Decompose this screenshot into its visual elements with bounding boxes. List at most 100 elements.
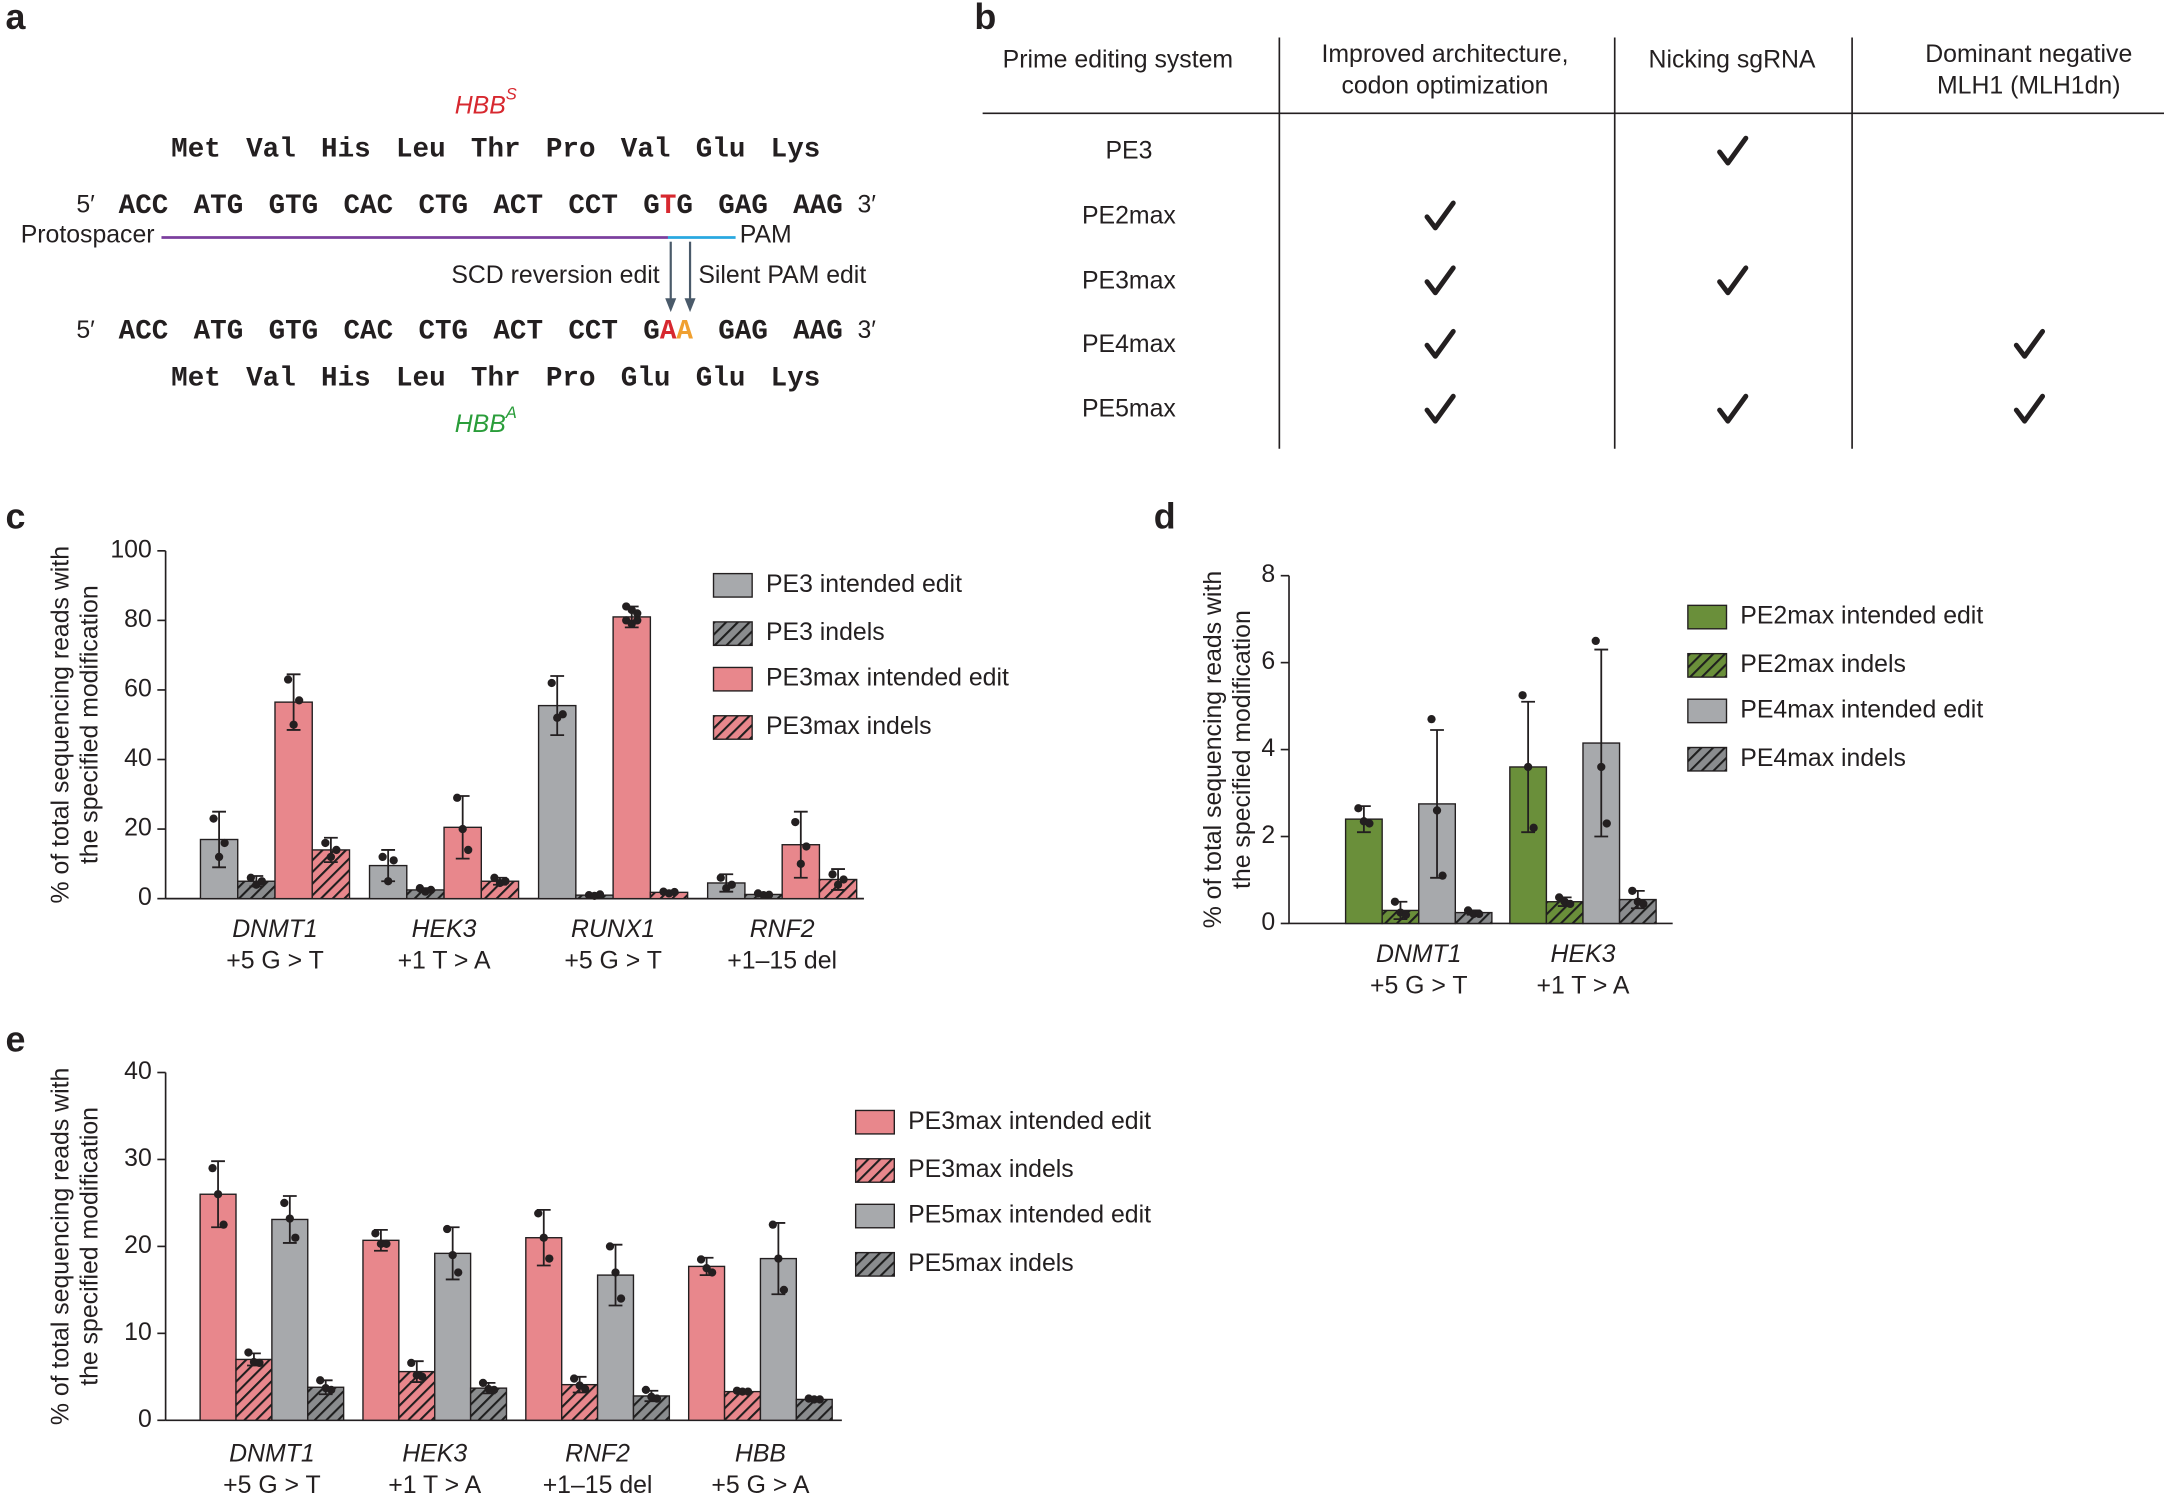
replicate-point	[220, 838, 229, 848]
replicate-point	[633, 616, 642, 625]
replicate-point	[547, 678, 556, 688]
residue: Val	[246, 135, 296, 166]
legend-label: PE3max intended edit	[766, 665, 1009, 692]
replicate-point	[764, 890, 774, 899]
y-axis-label: % of total sequencing reads with	[48, 546, 75, 903]
x-tick-label: HBB	[735, 1440, 786, 1467]
replicate-point	[802, 842, 811, 851]
y-tick-label: 2	[1261, 822, 1275, 849]
residue: Lys	[771, 135, 821, 166]
table-header: Improved architecture,	[1321, 41, 1568, 68]
replicate-point	[641, 1385, 651, 1395]
replicate-point	[294, 696, 304, 705]
replicate-point	[1639, 899, 1648, 909]
replicate-point	[501, 877, 510, 886]
x-tick-label: HEK3	[412, 916, 477, 943]
x-tick-sublabel: +1 T > A	[388, 1472, 481, 1495]
replicate-point	[246, 873, 255, 882]
check-mark	[2013, 328, 2046, 359]
y-tick-label: 0	[1261, 909, 1275, 936]
replicate-point	[382, 1239, 391, 1248]
replicate-point	[326, 852, 336, 862]
x-tick-label: DNMT1	[229, 1440, 315, 1467]
arrowhead	[665, 298, 677, 313]
legend-swatch	[1687, 604, 1728, 630]
nucleotide: A	[676, 317, 693, 348]
replicate-point	[208, 1164, 217, 1173]
x-tick-sublabel: +5 G > T	[223, 1472, 321, 1495]
replicate-point	[1518, 691, 1527, 700]
replicate-point	[791, 817, 800, 827]
y-tick-label: 0	[138, 884, 152, 911]
replicate-point	[707, 1268, 717, 1277]
edit-label: SCD reversion edit	[451, 262, 659, 289]
panel-label: a	[6, 0, 27, 37]
legend-swatch	[1687, 652, 1728, 678]
allele-name: HBB	[455, 411, 506, 438]
bar	[199, 838, 239, 900]
x-tick-label: RNF2	[750, 916, 815, 943]
legend-swatch	[712, 572, 753, 598]
codon: CAC	[344, 317, 394, 348]
check-mark	[2013, 393, 2046, 424]
bar	[537, 704, 577, 900]
table-header: Dominant negative	[1925, 41, 2132, 68]
error-bar	[1594, 648, 1609, 838]
replicate-point	[454, 1268, 463, 1277]
system-name: PE3	[1105, 138, 1152, 165]
allele-sup: S	[506, 85, 517, 104]
x-tick-label: HEK3	[402, 1440, 467, 1467]
replicate-point	[1401, 910, 1411, 919]
replicate-point	[1354, 804, 1363, 813]
protospacer-label: Protospacer	[21, 222, 155, 249]
table-header: Nicking sgRNA	[1649, 46, 1816, 73]
bar	[362, 1239, 400, 1421]
system-name: PE5max	[1082, 396, 1176, 423]
replicate-point	[716, 873, 725, 882]
replicate-point	[696, 1255, 706, 1264]
replicate-point	[1438, 871, 1447, 880]
legend-label: PE3max indels	[766, 713, 932, 740]
replicate-point	[839, 875, 848, 884]
panel-label: d	[1154, 497, 1176, 537]
codon: GAG	[718, 191, 768, 222]
table-header: codon optimization	[1341, 73, 1548, 100]
legend-swatch	[712, 666, 753, 692]
replicate-point	[670, 887, 679, 897]
codon: ATG	[194, 317, 244, 348]
replicate-point	[464, 845, 473, 855]
codon: ATG	[194, 191, 244, 222]
check-mark	[1424, 265, 1456, 296]
replicate-point	[558, 710, 567, 719]
residue: Pro	[546, 135, 596, 166]
codon: CTG	[418, 317, 468, 348]
replicate-point	[581, 1384, 590, 1394]
three-prime: 3′	[857, 191, 876, 218]
replicate-point	[418, 1372, 427, 1381]
codon: CAC	[344, 191, 394, 222]
replicate-point	[779, 1285, 789, 1295]
y-tick-label: 20	[124, 815, 152, 842]
y-tick-label: 100	[110, 536, 151, 563]
codon: CTG	[418, 191, 468, 222]
bar	[687, 1265, 726, 1421]
replicate-point	[214, 852, 224, 862]
codon: GAG	[718, 317, 768, 348]
bar	[199, 1193, 237, 1421]
replicate-point	[213, 1190, 223, 1199]
y-tick-label: 20	[124, 1232, 152, 1259]
residue: His	[321, 364, 371, 395]
replicate-point	[443, 1224, 452, 1234]
replicate-point	[490, 873, 499, 882]
legend-label: PE2max intended edit	[1740, 603, 1983, 630]
bar	[1344, 818, 1383, 925]
replicate-point	[768, 1220, 777, 1229]
y-tick-label: 80	[124, 606, 152, 633]
legend-swatch	[712, 715, 753, 740]
replicate-point	[1474, 909, 1484, 919]
residue: Val	[246, 364, 296, 395]
table-header: Prime editing system	[1003, 46, 1233, 73]
legend-label: PE4max intended edit	[1740, 696, 1983, 723]
y-tick-label: 8	[1261, 561, 1275, 588]
